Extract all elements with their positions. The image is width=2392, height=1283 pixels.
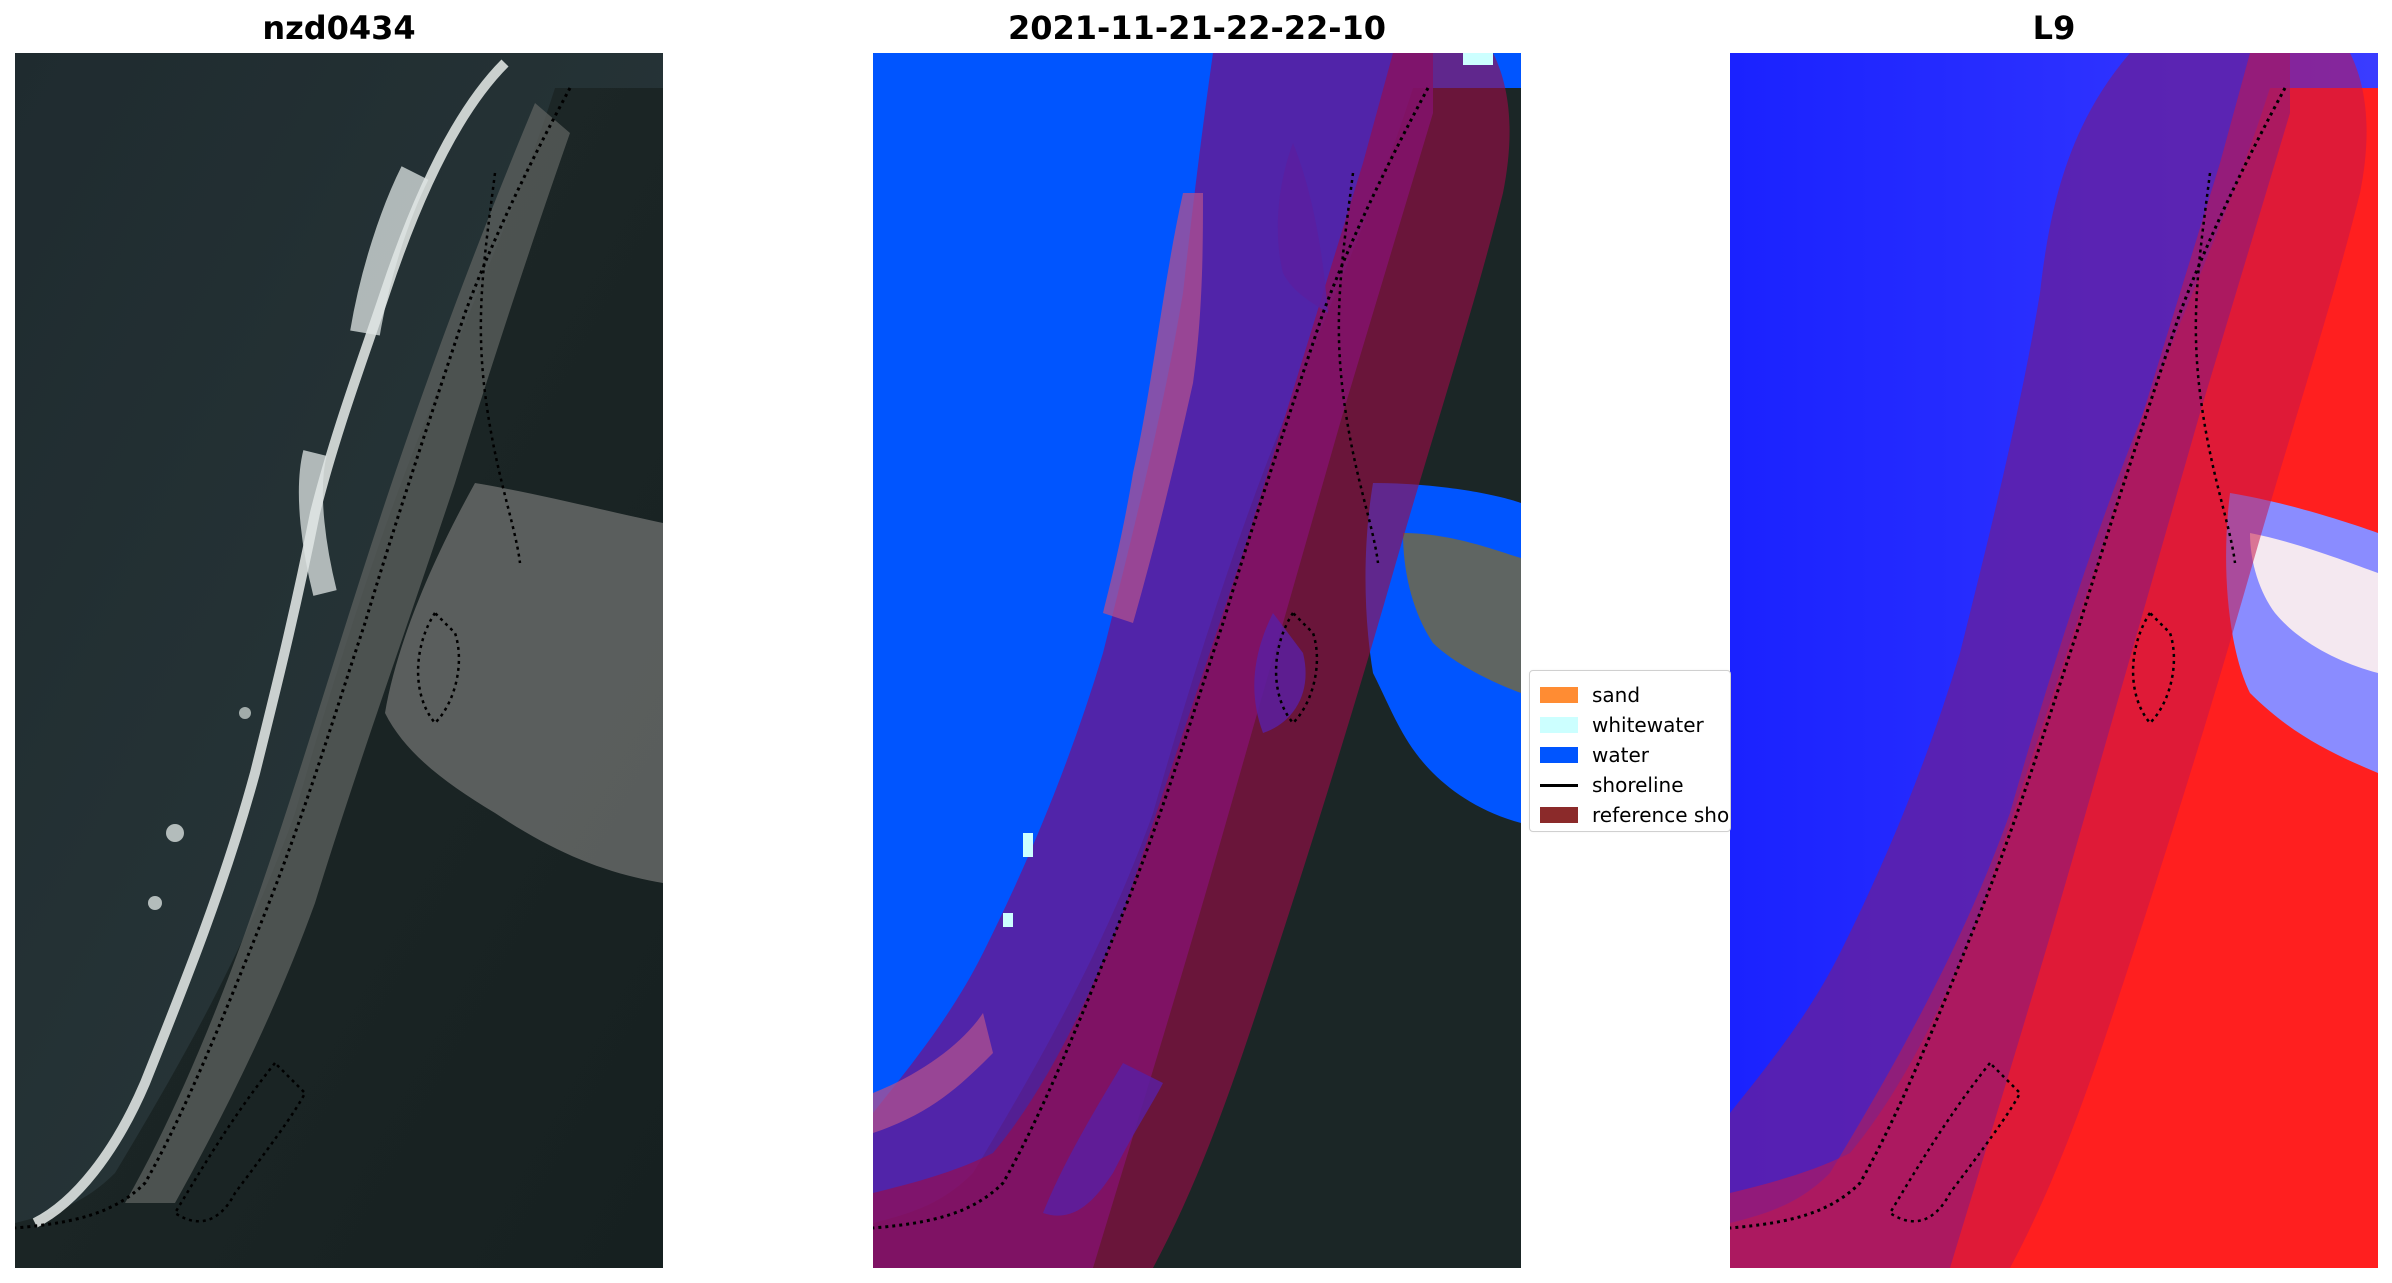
index-reference-buffer [1730, 53, 2367, 1268]
legend-item-sand: sand [1540, 681, 1640, 709]
legend: sand whitewater water shoreline referenc… [1529, 670, 1731, 832]
reference-shoreline-buffer [873, 53, 1510, 1268]
panel-title-rgb: nzd0434 [262, 9, 416, 47]
panel-title-index: L9 [2032, 9, 2076, 47]
reference-shoreline-swatch [1540, 807, 1578, 823]
shoreline-lagoon [1274, 611, 1319, 725]
shoreline-line-swatch [1540, 783, 1578, 787]
surf-foam-1 [166, 824, 184, 842]
sand-swatch [1540, 687, 1578, 703]
shoreline-dotted [15, 87, 572, 1230]
rgb-satellite-image [15, 53, 663, 1268]
shoreline-dotted [873, 87, 1430, 1230]
whitewater-speck-2 [1023, 833, 1033, 857]
index-river-white [2250, 533, 2378, 673]
legend-label: whitewater [1592, 713, 1704, 737]
buffer-purple-zone [873, 53, 1433, 1268]
rgb-satellite-panel [15, 53, 663, 1268]
shoreline-lagoon [2131, 611, 2176, 725]
surf-patch-middle [298, 450, 337, 596]
panel-title-classification: 2021-11-21-22-22-10 [1007, 9, 1387, 47]
shoreline-inner-channel [479, 172, 522, 564]
index-panel [1730, 53, 2378, 1268]
legend-label: shoreline [1592, 773, 1684, 797]
shoreline-lagoon [416, 611, 461, 725]
legend-item-shoreline: shoreline [1540, 771, 1684, 799]
river-grey-bar [1403, 533, 1521, 693]
legend-item-water: water [1540, 741, 1649, 769]
legend-label: reference shoreline buffer [1592, 803, 1730, 827]
legend-label: water [1592, 743, 1649, 767]
classification-panel [873, 53, 1521, 1268]
legend-item-reference-shoreline: reference shoreline buffer [1540, 801, 1730, 829]
legend-item-whitewater: whitewater [1540, 711, 1704, 739]
index-image [1730, 53, 2378, 1268]
river-mouth [385, 483, 663, 883]
lagoon-purple-3 [1043, 1063, 1163, 1216]
surf-foam-3 [239, 707, 251, 719]
lagoon-purple-1 [1277, 143, 1328, 313]
whitewater-swatch [1540, 717, 1578, 733]
shoreline-inner-channel [2194, 172, 2237, 564]
mixed-class-patch-1 [1103, 193, 1203, 623]
lagoon-purple-2 [1254, 613, 1306, 733]
shoreline-inner-channel [1337, 172, 1380, 564]
classification-image [873, 53, 1521, 1268]
mixed-class-patch-2 [873, 1013, 993, 1133]
legend-label: sand [1592, 683, 1641, 707]
surf-foam-2 [148, 896, 162, 910]
water-swatch [1540, 747, 1578, 763]
whitewater-speck-1 [1463, 53, 1493, 65]
whitewater-speck-3 [1003, 913, 1013, 927]
index-buffer-purple [1730, 53, 2290, 1268]
surf-patch-upper [350, 166, 429, 336]
shoreline-dotted [1730, 87, 2287, 1230]
beach-strip [125, 103, 570, 1203]
